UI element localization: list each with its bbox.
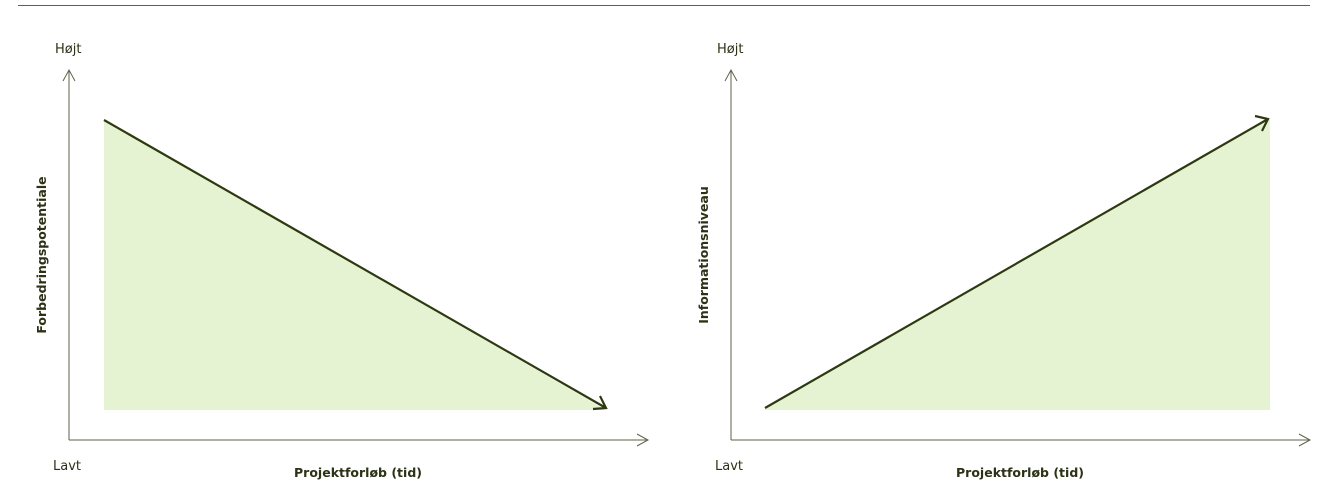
y-low: Lavt bbox=[715, 459, 743, 474]
x-axis bbox=[69, 433, 650, 447]
y-axis bbox=[724, 68, 738, 440]
y-axis bbox=[62, 68, 76, 440]
y-low: Lavt bbox=[53, 459, 81, 474]
trend-arrow bbox=[764, 114, 1270, 409]
y-label: Forbedringspotentiale bbox=[34, 176, 49, 333]
panel: Højt Lavt Forbedringspotentiale Projektf… bbox=[34, 42, 650, 480]
y-high: Højt bbox=[717, 42, 743, 57]
y-label: Informationsniveau bbox=[696, 186, 711, 324]
x-label: Projektforløb (tid) bbox=[294, 465, 422, 480]
panel: Højt Lavt Informationsniveau Projektforl… bbox=[696, 42, 1312, 480]
x-axis bbox=[731, 433, 1312, 447]
trend-arrow bbox=[103, 119, 608, 411]
y-high: Højt bbox=[55, 42, 81, 57]
x-label: Projektforløb (tid) bbox=[956, 465, 1084, 480]
